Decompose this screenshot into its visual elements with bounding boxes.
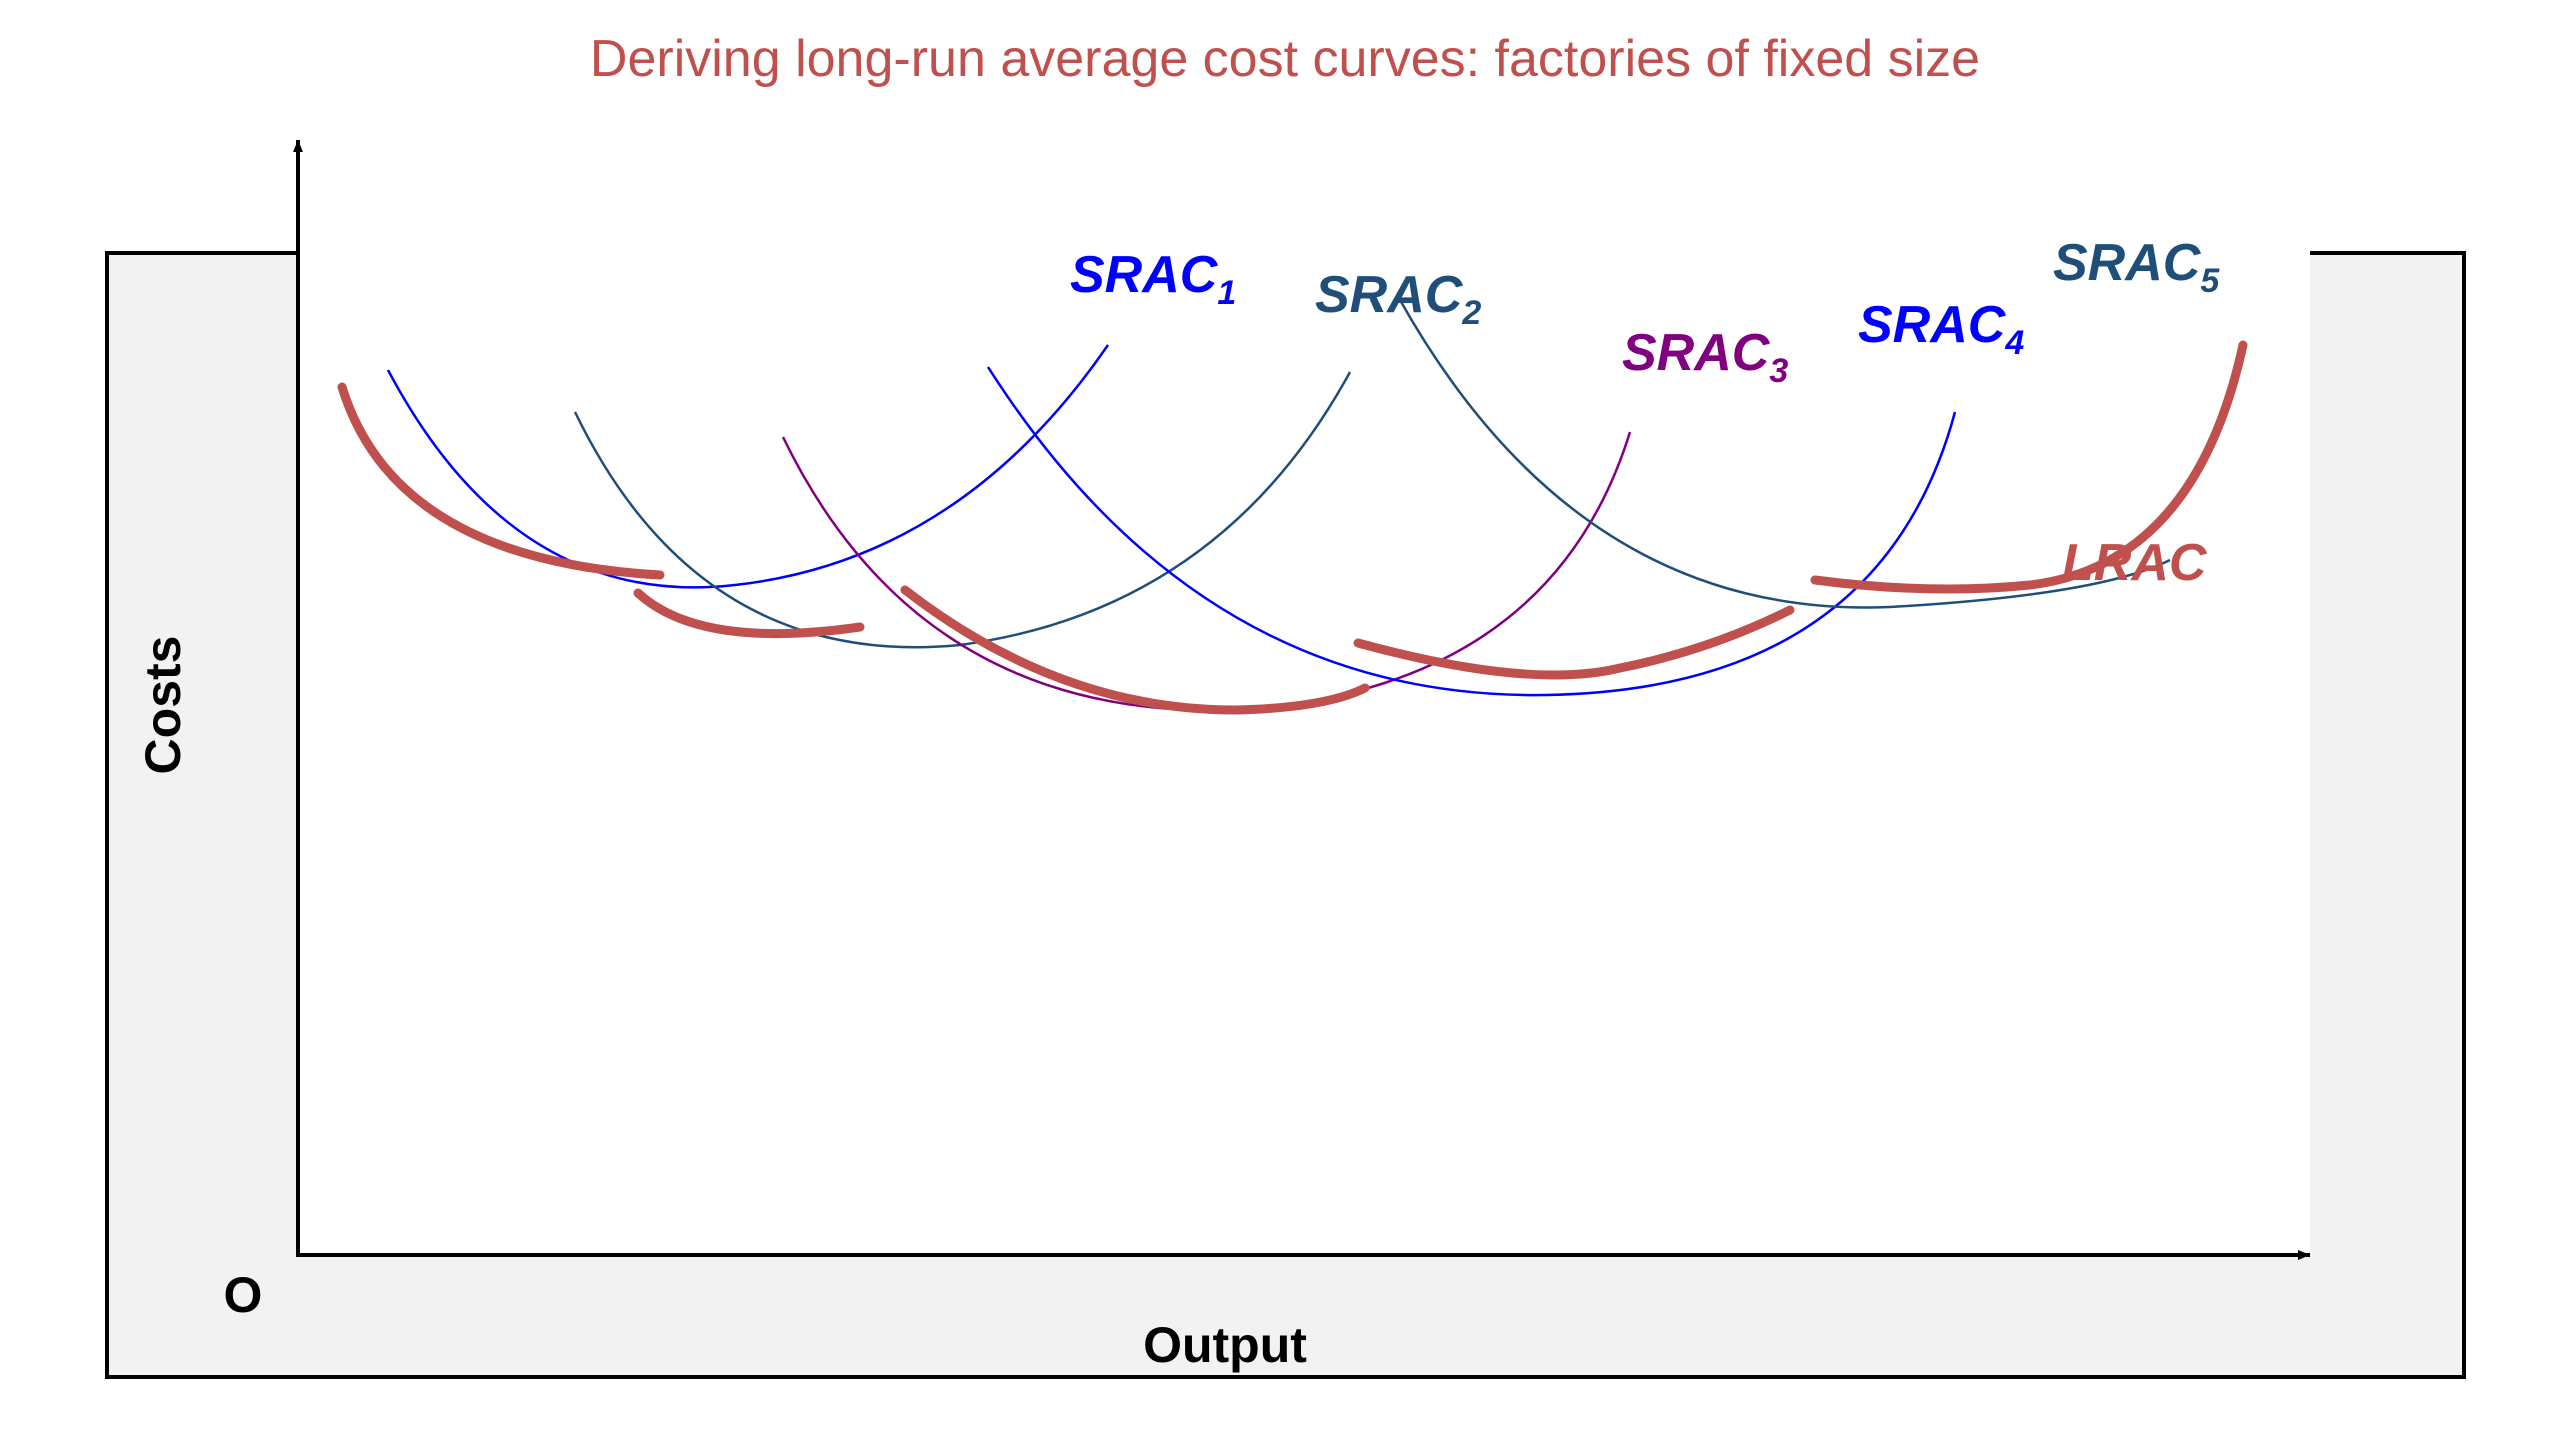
- srac1-curve: [386, 344, 1110, 589]
- origin-label: O: [224, 1267, 263, 1323]
- srac4-label-sub: 4: [2004, 324, 2024, 362]
- srac5-curve: [1398, 299, 2171, 609]
- lrac-segment-4: [1353, 605, 1795, 680]
- lrac-label: LRAC: [2062, 534, 2208, 592]
- y-axis-label: Costs: [135, 636, 191, 775]
- plot-area: [298, 140, 2310, 1255]
- srac1-label-base: SRAC: [1070, 246, 1219, 304]
- srac4-label: SRAC4: [1858, 296, 2024, 362]
- srac1-label-sub: 1: [1217, 274, 1236, 312]
- srac2-label-sub: 2: [1461, 294, 1481, 332]
- lrac-segment-3: [900, 585, 1370, 715]
- lrac-segment-2: [633, 588, 865, 639]
- srac4-label-base: SRAC: [1858, 296, 2007, 354]
- srac5-label-base: SRAC: [2053, 234, 2202, 292]
- srac2-label: SRAC2: [1315, 266, 1481, 332]
- srac3-label: SRAC3: [1622, 324, 1788, 390]
- lrac-segment-1: [337, 382, 665, 580]
- srac3-label-sub: 3: [1769, 352, 1788, 390]
- srac4-curve: [986, 366, 1957, 697]
- srac5-label-sub: 5: [2200, 262, 2220, 300]
- x-axis-label: Output: [1143, 1317, 1307, 1373]
- srac3-label-base: SRAC: [1622, 324, 1771, 382]
- srac5-label: SRAC5: [2053, 234, 2220, 300]
- lrac-curve: [337, 340, 2248, 715]
- diagram-title: Deriving long-run average cost curves: f…: [590, 30, 1980, 88]
- srac1-label: SRAC1: [1070, 246, 1236, 312]
- lrac-segment-5: [1810, 340, 2248, 594]
- srac2-label-base: SRAC: [1315, 266, 1464, 324]
